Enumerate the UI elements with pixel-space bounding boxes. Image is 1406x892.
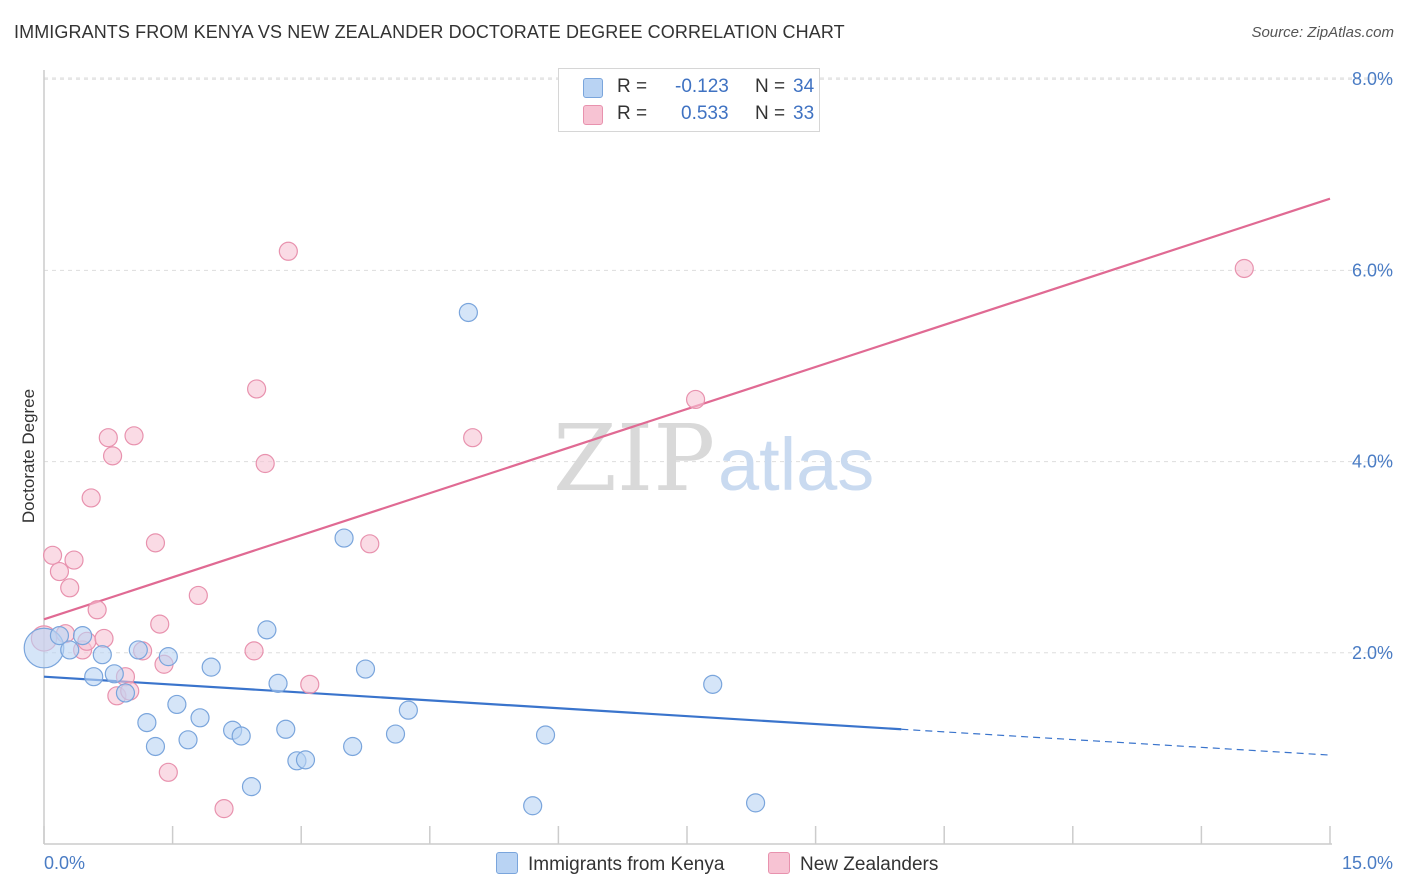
point-kenya bbox=[385, 724, 406, 744]
trend-lines bbox=[43, 197, 1331, 756]
legend-item-kenya[interactable]: Immigrants from Kenya bbox=[496, 852, 724, 876]
point-kenya bbox=[268, 673, 288, 693]
point-nz bbox=[98, 428, 118, 448]
point-nz bbox=[158, 762, 178, 782]
point-kenya bbox=[167, 694, 187, 715]
legend-r-label: R = bbox=[617, 76, 648, 97]
point-nz bbox=[247, 379, 267, 399]
legend-swatch-kenya bbox=[496, 852, 518, 874]
y-tick-label: 6.0% bbox=[1352, 260, 1393, 280]
point-kenya bbox=[458, 302, 478, 323]
point-kenya bbox=[92, 645, 112, 665]
point-nz bbox=[64, 550, 84, 570]
point-kenya bbox=[355, 659, 376, 679]
trend-line-kenya bbox=[43, 675, 902, 731]
y-tick-label: 2.0% bbox=[1352, 643, 1393, 663]
legend-n-value: 34 bbox=[793, 76, 815, 97]
point-kenya bbox=[398, 700, 418, 720]
legend-item-nz[interactable]: New Zealanders bbox=[768, 852, 938, 876]
point-nz bbox=[300, 674, 320, 694]
point-nz bbox=[145, 533, 166, 553]
y-axis-label: Doctorate Degree bbox=[19, 389, 38, 523]
point-kenya bbox=[201, 657, 221, 677]
data-points bbox=[23, 241, 1254, 819]
legend-n-label: N = bbox=[755, 76, 786, 97]
grid-lines bbox=[44, 77, 1392, 654]
legend-label-nz: New Zealanders bbox=[800, 854, 939, 875]
point-nz bbox=[124, 426, 144, 446]
legend-n-label: N = bbox=[755, 103, 786, 124]
watermark-atlas: atlas bbox=[718, 423, 874, 506]
point-nz bbox=[244, 641, 264, 661]
point-nz bbox=[188, 585, 208, 606]
point-kenya bbox=[276, 719, 296, 739]
point-nz bbox=[463, 428, 483, 448]
y-tick-label: 8.0% bbox=[1352, 69, 1393, 89]
point-kenya bbox=[745, 793, 766, 813]
point-nz bbox=[49, 561, 70, 582]
point-kenya bbox=[145, 736, 166, 757]
point-kenya bbox=[257, 620, 277, 640]
legend-r-label: R = bbox=[617, 103, 648, 124]
point-kenya bbox=[178, 730, 198, 750]
point-kenya bbox=[115, 683, 136, 703]
point-kenya bbox=[241, 777, 262, 797]
stats-legend: R = -0.123 N = 34 R = 0.533 N = 33 bbox=[558, 68, 820, 132]
trend-line-kenya-extension bbox=[901, 728, 1331, 756]
watermark: ZIP atlas bbox=[553, 405, 874, 512]
point-nz bbox=[94, 628, 114, 649]
point-kenya bbox=[158, 647, 178, 667]
legend-swatch-nz bbox=[768, 852, 790, 874]
x-tick-label: 0.0% bbox=[44, 853, 85, 873]
point-kenya bbox=[128, 640, 148, 660]
point-kenya bbox=[104, 664, 124, 684]
legend-swatch-nz bbox=[583, 105, 603, 125]
x-tick-label: 15.0% bbox=[1342, 853, 1393, 873]
point-nz bbox=[87, 600, 107, 620]
watermark-zip: ZIP bbox=[553, 405, 715, 512]
point-nz bbox=[360, 534, 380, 554]
point-nz bbox=[1234, 258, 1254, 279]
tick-labels: 2.0% 4.0% 6.0% 8.0% 0.0% 15.0% bbox=[44, 69, 1393, 873]
point-kenya bbox=[523, 796, 543, 816]
point-kenya bbox=[231, 726, 251, 746]
point-nz bbox=[278, 241, 298, 261]
point-kenya bbox=[343, 736, 363, 757]
point-nz bbox=[214, 799, 234, 819]
chart-title: IMMIGRANTS FROM KENYA VS NEW ZEALANDER D… bbox=[14, 22, 845, 42]
axes bbox=[43, 70, 1332, 845]
trend-line-nz bbox=[43, 197, 1331, 621]
point-nz bbox=[42, 545, 63, 565]
point-nz bbox=[255, 453, 275, 474]
point-kenya bbox=[137, 712, 157, 733]
point-nz bbox=[60, 578, 80, 598]
legend-r-value: 0.533 bbox=[681, 103, 729, 124]
point-nz bbox=[81, 488, 101, 508]
point-kenya bbox=[334, 528, 354, 548]
point-kenya bbox=[60, 640, 80, 660]
point-kenya bbox=[535, 725, 556, 745]
point-nz bbox=[150, 614, 170, 634]
point-kenya bbox=[84, 667, 104, 687]
legend-n-value: 33 bbox=[793, 103, 815, 124]
point-kenya bbox=[703, 674, 723, 694]
legend-r-value: -0.123 bbox=[675, 76, 729, 97]
y-tick-label: 4.0% bbox=[1352, 452, 1393, 472]
source-credit: Source: ZipAtlas.com bbox=[1251, 24, 1394, 41]
point-kenya bbox=[72, 625, 93, 646]
point-kenya bbox=[295, 750, 316, 770]
legend-swatch-kenya bbox=[583, 78, 603, 98]
point-nz bbox=[685, 389, 706, 410]
point-nz bbox=[102, 446, 123, 466]
point-kenya bbox=[49, 625, 70, 646]
point-kenya bbox=[190, 708, 210, 728]
legend-label-kenya: Immigrants from Kenya bbox=[528, 854, 725, 875]
